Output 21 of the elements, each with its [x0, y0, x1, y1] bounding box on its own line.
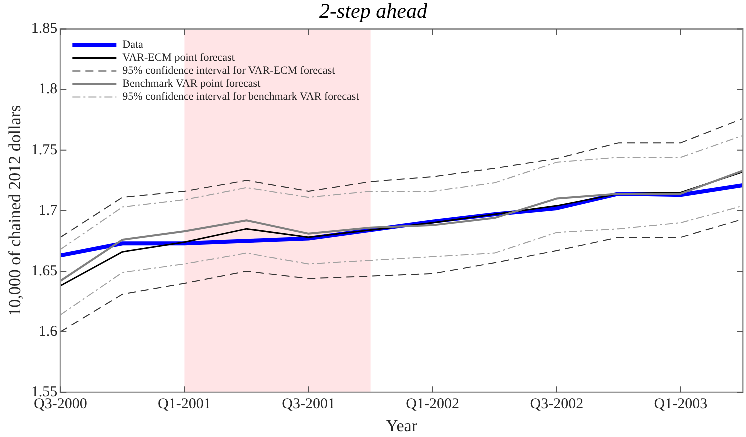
legend-label: Data: [122, 39, 144, 52]
y-tick-label: 1.85: [31, 21, 58, 38]
x-tick-label: Q1-2001: [158, 396, 212, 413]
y-tick-label: 1.75: [31, 142, 58, 158]
x-tick-label: Q1-2002: [406, 396, 460, 413]
y-tick-label: 1.65: [31, 263, 58, 280]
y-tick-label: 1.8: [38, 82, 58, 98]
legend-label: 95% confidence interval for benchmark VAR forecast: [122, 91, 360, 104]
line-series: [60, 118, 743, 238]
y-tick-label: 1.6: [38, 324, 58, 340]
chart-title: 2-step ahead: [320, 0, 428, 24]
x-tick-label: Q3-2002: [530, 396, 584, 413]
x-axis-title: Year: [386, 416, 418, 436]
x-tick-label: Q3-2001: [282, 396, 336, 413]
y-axis-title: 10,000 of chained 2012 dollars: [6, 105, 25, 316]
x-tick-label: Q3-2000: [34, 396, 88, 413]
y-tick-label: 1.7: [38, 202, 58, 219]
legend-label: 95% confidence interval for VAR-ECM forecast: [122, 65, 336, 78]
legend-label: VAR-ECM point forecast: [122, 52, 235, 64]
x-tick-label: Q1-2003: [654, 396, 708, 413]
legend-label: Benchmark VAR point forecast: [122, 78, 261, 90]
